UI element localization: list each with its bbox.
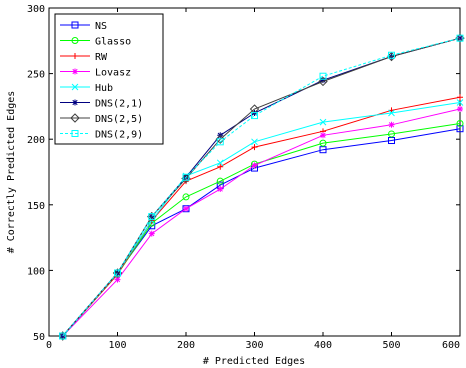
data-point xyxy=(251,138,258,146)
x-tick-label: 200 xyxy=(177,340,195,351)
legend-label: DNS(2,5) xyxy=(95,114,143,125)
x-tick-label: 300 xyxy=(245,340,263,351)
data-point xyxy=(388,109,395,117)
y-tick-label: 300 xyxy=(27,4,45,15)
data-point xyxy=(114,269,121,277)
data-point xyxy=(388,137,395,145)
data-point xyxy=(217,186,224,193)
x-axis-label: # Predicted Edges xyxy=(203,356,305,367)
data-point xyxy=(182,173,190,181)
y-tick-label: 100 xyxy=(27,266,45,277)
y-tick-label: 250 xyxy=(27,70,45,81)
legend: NS Glasso RW Lovasz Hub DNS(2,1) DNS(2,5) DNS(2… xyxy=(54,13,164,145)
legend-marker xyxy=(71,130,79,137)
data-point xyxy=(456,99,464,106)
legend-label: DNS(2,1) xyxy=(95,99,143,110)
y-tick-label: 50 xyxy=(33,332,45,343)
data-point xyxy=(216,177,224,185)
legend-entry: DNS(2,9) xyxy=(60,130,143,141)
data-point xyxy=(388,130,395,138)
data-point xyxy=(320,132,326,139)
legend-entry: Glasso xyxy=(60,37,131,48)
y-axis-label: # Correctly Predicted Edges xyxy=(6,91,17,254)
legend-label: DNS(2,9) xyxy=(95,130,143,141)
legend-entry: NS xyxy=(60,21,107,32)
data-point xyxy=(251,144,258,151)
legend-entry: Hub xyxy=(60,83,113,94)
data-point xyxy=(319,72,327,80)
data-point xyxy=(457,106,463,113)
data-point xyxy=(320,77,326,84)
legend-entry: RW xyxy=(60,52,108,63)
y-tick-label: 150 xyxy=(27,201,45,212)
data-point xyxy=(182,193,190,201)
series-line xyxy=(62,37,461,337)
data-point xyxy=(457,35,463,42)
legend-box xyxy=(54,13,164,145)
series-dns-2-9 xyxy=(59,34,464,340)
data-point xyxy=(319,118,327,126)
legend-entry: DNS(2,1) xyxy=(60,99,143,110)
data-point xyxy=(59,332,67,340)
data-point xyxy=(251,162,258,169)
legend-entry: DNS(2,5) xyxy=(60,113,143,125)
legend-label: Glasso xyxy=(95,37,131,48)
legend-marker xyxy=(71,37,79,44)
axis-ticks: 0 100 200 300 400 500 600 50 100 150 200 250 300 xyxy=(27,4,461,351)
x-tick-label: 500 xyxy=(382,340,400,351)
x-tick-label: 0 xyxy=(46,340,52,351)
data-point xyxy=(457,94,463,101)
legend-label: NS xyxy=(95,21,107,32)
data-point xyxy=(217,163,224,170)
data-point xyxy=(319,139,327,147)
legend-entry: Lovasz xyxy=(60,68,131,79)
legend-label: RW xyxy=(95,52,108,63)
data-point xyxy=(456,34,464,42)
legend-marker xyxy=(70,113,80,123)
data-point xyxy=(148,230,155,237)
data-point xyxy=(319,146,327,154)
x-tick-label: 600 xyxy=(442,340,460,351)
data-point xyxy=(251,112,258,120)
data-point xyxy=(148,213,156,221)
series-group xyxy=(57,33,465,341)
series-lovasz xyxy=(59,106,463,339)
data-point xyxy=(456,119,464,127)
legend-marker xyxy=(72,68,78,75)
legend-marker xyxy=(72,99,78,106)
legend-label: Lovasz xyxy=(95,68,131,79)
x-tick-label: 100 xyxy=(108,340,126,351)
data-point xyxy=(388,121,395,128)
legend-label: Hub xyxy=(95,83,113,94)
data-point xyxy=(216,138,224,146)
legend-marker xyxy=(71,83,79,91)
x-tick-label: 400 xyxy=(314,340,332,351)
legend-marker xyxy=(72,53,78,59)
data-point xyxy=(216,159,224,167)
legend-marker xyxy=(71,21,79,29)
y-tick-label: 200 xyxy=(27,135,45,146)
data-point xyxy=(183,205,189,212)
data-point xyxy=(215,134,225,144)
data-point xyxy=(318,76,328,87)
data-point xyxy=(388,51,395,59)
data-point xyxy=(456,125,464,133)
data-point xyxy=(114,276,121,283)
